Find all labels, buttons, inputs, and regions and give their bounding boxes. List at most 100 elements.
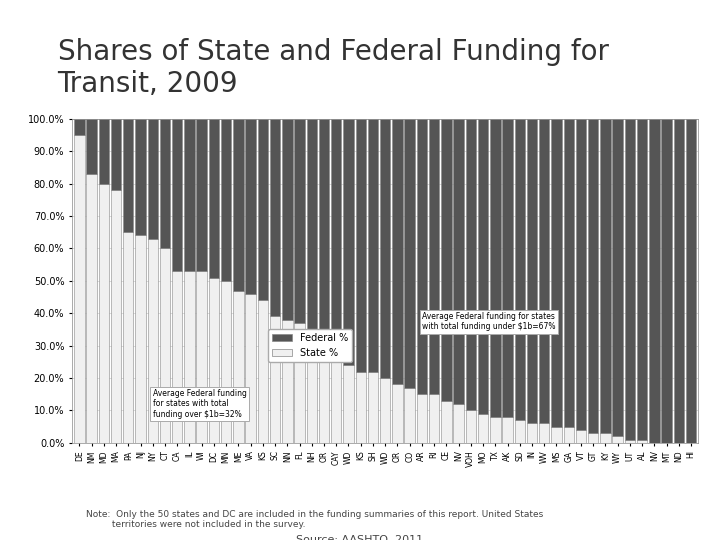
Bar — [625, 119, 635, 440]
Text: Average Federal funding for states
with total funding under $1b=67%: Average Federal funding for states with … — [422, 312, 555, 332]
Bar — [319, 119, 329, 346]
Bar — [172, 271, 182, 443]
Bar — [466, 119, 476, 410]
Bar — [246, 294, 256, 443]
Bar — [600, 119, 611, 433]
Bar — [478, 414, 488, 443]
Bar — [233, 119, 243, 291]
Bar — [197, 119, 207, 271]
Bar — [527, 119, 537, 423]
Bar — [564, 119, 574, 427]
Bar — [441, 119, 451, 401]
Bar — [331, 119, 341, 355]
Bar — [270, 119, 280, 316]
Bar — [637, 119, 647, 440]
Bar — [417, 394, 427, 443]
Bar — [135, 235, 145, 443]
Bar — [613, 119, 623, 436]
Bar — [86, 174, 96, 443]
Bar — [637, 440, 647, 443]
Bar — [515, 420, 525, 443]
Bar — [99, 119, 109, 184]
Bar — [490, 119, 500, 417]
Bar — [319, 346, 329, 443]
Bar — [356, 119, 366, 372]
Bar — [478, 119, 488, 414]
Bar — [588, 119, 598, 433]
Bar — [184, 119, 194, 271]
Bar — [307, 119, 317, 333]
Bar — [74, 135, 84, 443]
Text: Source: AASHTO, 2011: Source: AASHTO, 2011 — [297, 535, 423, 540]
Bar — [209, 278, 219, 443]
Bar — [343, 365, 354, 443]
Bar — [148, 119, 158, 239]
Bar — [576, 430, 586, 443]
Bar — [417, 119, 427, 394]
Bar — [221, 119, 231, 281]
Bar — [392, 119, 402, 384]
Bar — [356, 372, 366, 443]
Bar — [282, 119, 292, 320]
Legend: Federal %, State %: Federal %, State % — [269, 329, 351, 362]
Bar — [613, 436, 623, 443]
Bar — [454, 119, 464, 404]
Bar — [686, 119, 696, 443]
Bar — [86, 119, 96, 174]
Bar — [503, 417, 513, 443]
Bar — [368, 119, 378, 372]
Bar — [490, 417, 500, 443]
Bar — [662, 119, 672, 443]
Bar — [331, 355, 341, 443]
Bar — [429, 119, 439, 394]
Bar — [368, 372, 378, 443]
Bar — [380, 119, 390, 378]
Bar — [539, 423, 549, 443]
Bar — [258, 300, 268, 443]
Bar — [539, 119, 549, 423]
Bar — [527, 423, 537, 443]
Bar — [564, 427, 574, 443]
Text: Average Federal funding
for states with total
funding over $1b=32%: Average Federal funding for states with … — [153, 389, 247, 419]
Bar — [441, 401, 451, 443]
Bar — [294, 323, 305, 443]
Bar — [111, 119, 121, 190]
Bar — [258, 119, 268, 300]
Bar — [307, 333, 317, 443]
Bar — [148, 239, 158, 443]
Bar — [588, 433, 598, 443]
Bar — [99, 184, 109, 443]
Bar — [160, 119, 170, 248]
Bar — [380, 378, 390, 443]
Bar — [405, 388, 415, 443]
Bar — [405, 119, 415, 388]
Bar — [246, 119, 256, 294]
Bar — [123, 119, 133, 232]
Bar — [576, 119, 586, 430]
Bar — [282, 320, 292, 443]
Bar — [197, 271, 207, 443]
Bar — [552, 427, 562, 443]
Text: Shares of State and Federal Funding for
Transit, 2009: Shares of State and Federal Funding for … — [58, 38, 608, 98]
Bar — [111, 190, 121, 443]
Bar — [429, 394, 439, 443]
Bar — [74, 119, 84, 135]
Bar — [294, 119, 305, 323]
Bar — [515, 119, 525, 420]
Bar — [600, 433, 611, 443]
Bar — [649, 119, 660, 443]
Bar — [160, 248, 170, 443]
Bar — [343, 119, 354, 365]
Bar — [209, 119, 219, 278]
Bar — [552, 119, 562, 427]
Bar — [172, 119, 182, 271]
Bar — [454, 404, 464, 443]
Bar — [221, 281, 231, 443]
Text: Note:  Only the 50 states and DC are included in the funding summaries of this r: Note: Only the 50 states and DC are incl… — [86, 510, 544, 529]
Bar — [135, 119, 145, 235]
Bar — [270, 316, 280, 443]
Bar — [503, 119, 513, 417]
Bar — [184, 271, 194, 443]
Bar — [123, 232, 133, 443]
Bar — [625, 440, 635, 443]
